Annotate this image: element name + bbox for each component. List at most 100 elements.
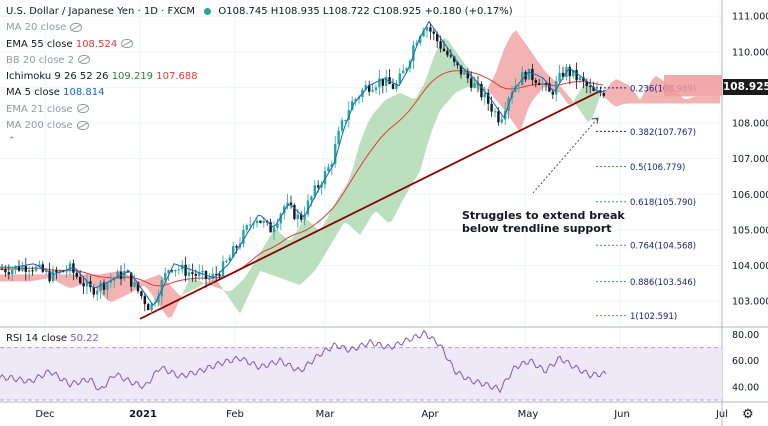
candle-down <box>102 282 106 290</box>
candle-down <box>480 84 483 98</box>
candle-up <box>164 273 167 281</box>
candle-up <box>572 69 575 77</box>
cloud-segment <box>584 83 588 122</box>
candle-down <box>490 103 493 112</box>
candle-down <box>531 68 534 81</box>
candle-up <box>419 36 422 44</box>
candle-up <box>310 196 313 201</box>
candle-down <box>92 287 95 295</box>
current-price-tag: 108.925 <box>723 79 768 95</box>
ema-55-line <box>0 70 604 287</box>
candle-up <box>225 260 228 262</box>
candle-down <box>466 72 469 79</box>
candle-up <box>150 303 153 311</box>
cloud-segment <box>236 282 240 314</box>
cloud-segment <box>616 79 620 107</box>
symbol-row[interactable]: U.S. Dollar / Japanese Yen · 1D · FXCM O… <box>6 4 513 20</box>
cloud-segment <box>284 236 288 281</box>
cloud-segment <box>588 84 592 122</box>
cloud-segment <box>500 49 504 110</box>
cloud-segment <box>680 95 684 104</box>
candle-down <box>293 205 296 220</box>
eye-off-icon[interactable] <box>78 55 91 65</box>
cloud-segment <box>36 274 40 281</box>
candle-up <box>415 43 418 46</box>
cloud-segment <box>288 239 292 283</box>
cloud-segment <box>192 278 196 291</box>
candle-down <box>194 273 197 276</box>
legend-ichimoku[interactable]: Ichimoku 9 26 52 26 109.219 107.688 <box>6 71 198 83</box>
time-tick-label: Jun <box>613 409 630 420</box>
legend-ma-200[interactable]: MA 200 close <box>6 118 513 134</box>
cloud-segment <box>496 60 500 105</box>
eye-off-icon[interactable] <box>76 120 89 130</box>
ema-55-path <box>0 70 604 287</box>
candle-up <box>201 270 204 273</box>
candle-up <box>354 99 357 102</box>
cloud-segment <box>536 58 540 97</box>
candle-up <box>45 270 48 272</box>
candle-down <box>269 222 272 233</box>
candle-down <box>140 291 143 297</box>
candle-up <box>558 72 561 82</box>
cloud-segment <box>32 274 36 282</box>
cloud-segment <box>144 278 148 290</box>
candle-up <box>51 270 55 282</box>
cloud-segment <box>564 90 568 105</box>
candle-up <box>351 101 354 111</box>
cloud-segment <box>632 88 636 104</box>
time-tick-label: May <box>518 409 539 420</box>
candle-up <box>313 185 316 197</box>
cloud-segment <box>300 219 304 286</box>
candle-up <box>578 77 582 81</box>
candle-up <box>483 92 486 98</box>
legend-bb-20[interactable]: BB 20 close 2 <box>6 53 513 69</box>
eye-off-icon[interactable] <box>70 22 83 32</box>
rsi-legend[interactable]: RSI 14 close 50.22 <box>6 333 99 344</box>
rsi-line <box>0 329 607 394</box>
ma-5-line <box>0 20 607 306</box>
fib-label: 0.886(103.546) <box>630 278 696 288</box>
candle-down <box>130 272 133 287</box>
cloud-segment <box>624 82 628 104</box>
price-tick-label: 111.000 <box>732 12 768 23</box>
cloud-edge <box>664 74 722 97</box>
cloud-segment <box>628 84 632 104</box>
cloud-segment <box>356 142 360 236</box>
cloud-segment <box>336 194 340 236</box>
legend-ema-55[interactable]: EMA 55 close 108.524 <box>6 37 513 53</box>
cloud-segment <box>372 110 376 216</box>
cloud-segment <box>592 87 596 120</box>
cloud-segment <box>200 281 204 286</box>
candle-down <box>561 72 565 78</box>
price-tick-label: 106.000 <box>732 190 768 201</box>
fib-label: 0.5(106.779) <box>630 163 685 173</box>
candle-up <box>14 266 17 270</box>
candle-up <box>374 87 378 91</box>
candle-down <box>368 85 371 92</box>
candle-down <box>582 77 585 82</box>
cloud-segment <box>636 94 640 104</box>
collapse-legend-icon[interactable]: ⌃ <box>8 135 16 145</box>
candle-down <box>602 93 605 96</box>
cloud-segment <box>276 229 280 278</box>
eye-off-icon[interactable] <box>76 104 89 114</box>
gear-icon[interactable]: ⚙ <box>742 406 754 421</box>
symbol-title[interactable]: U.S. Dollar / Japanese Yen · 1D · FXCM <box>6 6 196 17</box>
cloud-segment <box>60 274 64 286</box>
cloud-segment <box>532 52 536 102</box>
cloud-segment <box>344 181 348 224</box>
candle-down <box>388 77 391 85</box>
cloud-segment <box>224 290 228 297</box>
time-tick-label: Jul <box>715 409 728 420</box>
legend-ma-20[interactable]: MA 20 close <box>6 20 513 36</box>
cloud-segment <box>256 253 260 280</box>
legend-ema-21[interactable]: EMA 21 close <box>6 102 513 118</box>
time-axis[interactable]: Dec 2021 Feb Mar Apr May Jun Jul <box>35 409 728 420</box>
candle-up <box>541 83 544 86</box>
cloud-segment <box>20 274 24 282</box>
price-axis[interactable]: 103.000 104.000 105.000 106.000 107.000 108.0… <box>664 12 768 308</box>
eye-off-icon[interactable] <box>121 39 134 49</box>
cloud-segment <box>400 92 404 206</box>
legend-ma-5[interactable]: MA 5 close 108.814 <box>6 87 105 99</box>
